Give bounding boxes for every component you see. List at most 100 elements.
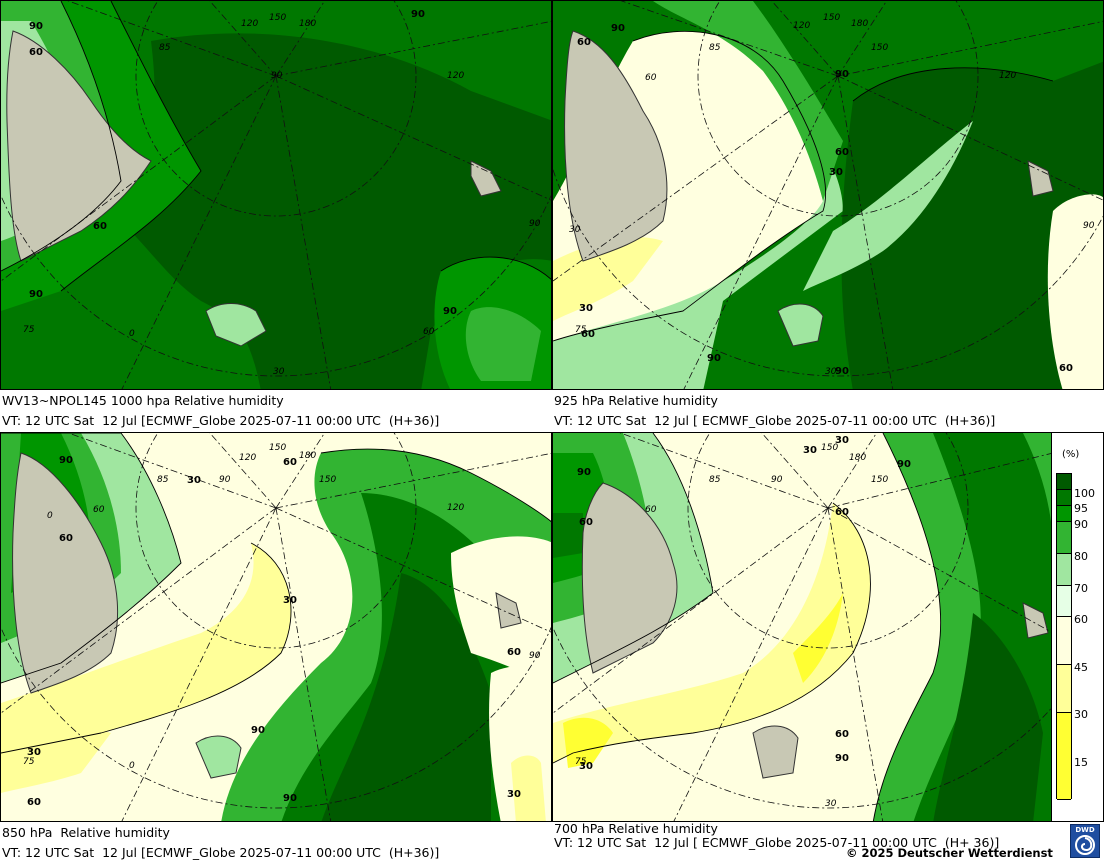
legend-swatch [1057, 506, 1071, 522]
contour-label: 60 [1059, 363, 1073, 374]
legend-tick: 100 [1074, 487, 1095, 500]
grid-label: 75 [575, 325, 587, 335]
contour-label: 30 [283, 595, 297, 606]
grid-label: 150 [823, 13, 841, 23]
legend-swatch [1057, 554, 1071, 586]
contour-label: 90 [835, 753, 849, 764]
legend-swatch [1057, 713, 1071, 800]
grid-label: 150 [821, 443, 839, 453]
contour-label: 30 [187, 475, 201, 486]
grid-label: 120 [239, 453, 257, 463]
legend-tick: 95 [1074, 502, 1088, 515]
grid-label: 85 [709, 475, 721, 485]
legend-tick: 15 [1074, 756, 1088, 769]
contour-label: 90 [707, 353, 721, 364]
grid-label: 120 [447, 71, 465, 81]
contour-label: 60 [835, 147, 849, 158]
grid-label: 85 [709, 43, 721, 53]
contour-label: 30 [835, 435, 849, 446]
contour-label: 90 [251, 725, 265, 736]
legend-bar [1056, 473, 1072, 800]
contour-label: 60 [577, 37, 591, 48]
map-1000hpa: 90 60 60 90 90 60 90 90 150 120 180 85 9… [0, 0, 552, 390]
legend-unit: (%) [1062, 449, 1080, 460]
grid-label: 85 [157, 475, 169, 485]
contour-label: 30 [829, 167, 843, 178]
grid-label: 30 [273, 367, 285, 377]
legend-swatch [1057, 617, 1071, 665]
contour-label: 60 [29, 47, 43, 58]
panel-850hpa: 90 30 60 60 30 60 90 30 60 90 30 150 120… [0, 432, 552, 864]
grid-label: 90 [271, 71, 283, 81]
grid-label: 180 [851, 19, 869, 29]
map-850hpa: 90 30 60 60 30 60 90 30 60 90 30 150 120… [0, 432, 552, 822]
legend-swatch [1057, 665, 1071, 713]
grid-label: 90 [771, 475, 783, 485]
legend-tick: 80 [1074, 550, 1088, 563]
legend-tick: 30 [1074, 708, 1088, 721]
grid-label: 75 [23, 325, 35, 335]
grid-label: 60 [423, 327, 435, 337]
grid-label: 150 [269, 443, 287, 453]
grid-label: 60 [645, 73, 657, 83]
contour-label: 30 [507, 789, 521, 800]
valid-time: VT: 12 UTC Sat 12 Jul [ECMWF_Globe 2025-… [2, 413, 440, 428]
legend-swatch [1057, 586, 1071, 617]
panel-1000hpa: 90 60 60 90 90 60 90 90 150 120 180 85 9… [0, 0, 552, 432]
dwd-logo-text: DWD [1075, 826, 1095, 834]
contour-label: 60 [835, 729, 849, 740]
grid-label: 150 [871, 475, 889, 485]
contour-label: 90 [897, 459, 911, 470]
panel-700hpa: 30 30 90 60 60 60 90 60 90 30 150 120 18… [552, 432, 1104, 864]
contour-label: 90 [29, 289, 43, 300]
contour-label: 30 [579, 761, 593, 772]
valid-time: VT: 12 UTC Sat 12 Jul [ECMWF_Globe 2025-… [2, 845, 440, 860]
grid-label: 150 [871, 43, 889, 53]
contour-label: 90 [835, 69, 849, 80]
legend-swatch [1057, 490, 1071, 506]
grid-label: 75 [575, 757, 587, 767]
contour-label: 60 [579, 517, 593, 528]
grid-label: 120 [241, 19, 259, 29]
grid-label: 180 [849, 453, 867, 463]
legend-swatch [1057, 474, 1071, 490]
grid-label: 0 [47, 511, 53, 521]
contour-label: 30 [803, 445, 817, 456]
contour-label: 90 [443, 306, 457, 317]
panel-925hpa: 60 90 90 60 30 30 60 90 90 90 60 150 180… [552, 0, 1104, 432]
contour-label: 60 [581, 329, 595, 340]
contour-label: 90 [59, 455, 73, 466]
map-925hpa: 60 90 90 60 30 30 60 90 90 90 60 150 180… [552, 0, 1104, 390]
grid-label: 85 [159, 43, 171, 53]
contour-label: 90 [577, 467, 591, 478]
panel-title: 925 hPa Relative humidity [554, 393, 718, 408]
grid-label: 90 [529, 651, 541, 661]
grid-label: 150 [269, 13, 287, 23]
grid-label: 60 [645, 505, 657, 515]
grid-label: 0 [129, 761, 135, 771]
panel-title: 700 hPa Relative humidity [554, 821, 718, 836]
contour-label: 90 [411, 9, 425, 20]
copyright: © 2025 Deutscher Wetterdienst [846, 846, 1053, 860]
legend-swatch [1057, 522, 1071, 554]
grid-label: 30 [825, 799, 837, 809]
contour-label: 60 [27, 797, 41, 808]
grid-label: 180 [299, 19, 317, 29]
grid-label: 180 [299, 451, 317, 461]
grid-label: 120 [999, 71, 1017, 81]
valid-time: VT: 12 UTC Sat 12 Jul [ ECMWF_Globe 2025… [554, 413, 996, 428]
contour-label: 90 [283, 793, 297, 804]
contour-label: 90 [835, 366, 849, 377]
map-700hpa: 30 30 90 60 60 60 90 60 90 30 150 120 18… [552, 432, 1052, 822]
panel-title: WV13~NPOL145 1000 hpa Relative humidity [2, 393, 284, 408]
contour-label: 30 [27, 747, 41, 758]
contour-label: 60 [507, 647, 521, 658]
grid-label: 90 [529, 219, 541, 229]
contour-label: 60 [283, 457, 297, 468]
grid-label: 90 [219, 475, 231, 485]
legend-tick: 60 [1074, 613, 1088, 626]
grid-label: 75 [23, 757, 35, 767]
grid-label: 150 [319, 475, 337, 485]
grid-label: 90 [1083, 221, 1095, 231]
valid-time: VT: 12 UTC Sat 12 Jul [ ECMWF_Globe 2025… [554, 835, 1000, 850]
